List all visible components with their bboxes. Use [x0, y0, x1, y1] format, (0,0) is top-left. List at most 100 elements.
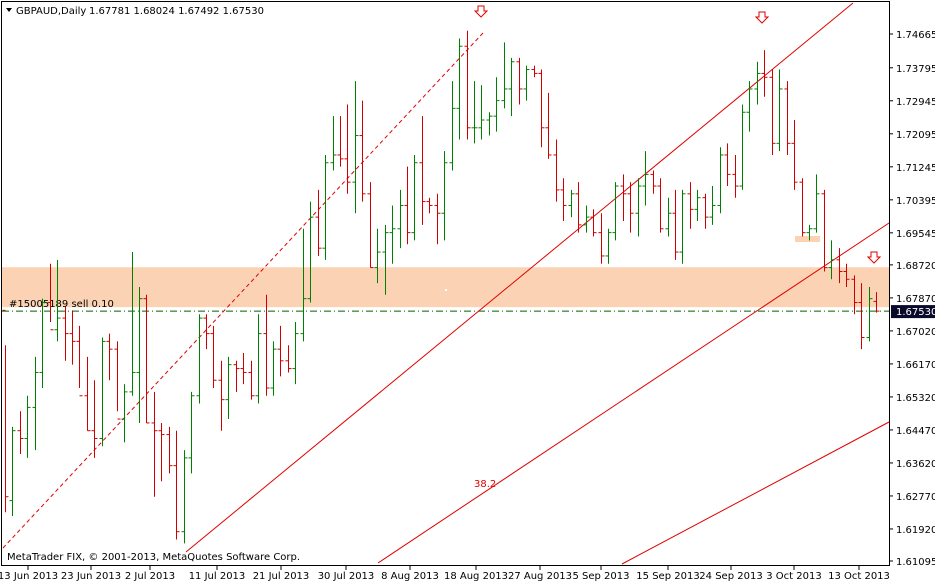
ohlc-bar: [575, 182, 582, 233]
ohlc-bar: [337, 116, 344, 167]
ohlc-bar: [196, 314, 203, 404]
x-tick-label: 13 Jun 2013: [0, 571, 58, 582]
zone-dot: [445, 289, 447, 291]
ohlc-bar: [121, 384, 128, 443]
x-tick-label: 13 Oct 2013: [828, 571, 890, 582]
ohlc-bar: [791, 120, 798, 190]
ohlc-bar: [769, 69, 776, 155]
ohlc-bar: [84, 356, 91, 432]
ohlc-bar: [858, 283, 865, 350]
ohlc-bar: [754, 61, 761, 105]
y-tick-label: 1.62770: [896, 492, 935, 503]
ohlc-bar: [657, 178, 664, 233]
ohlc-bar: [248, 360, 255, 400]
ohlc-bar: [173, 430, 180, 540]
ohlc-bar: [806, 224, 813, 241]
y-tick-label: 1.66170: [896, 360, 935, 371]
ohlc-bar: [531, 65, 538, 78]
ohlc-bar: [724, 143, 731, 187]
chevron-down-icon[interactable]: [6, 8, 12, 12]
ohlc-bar: [389, 205, 396, 264]
ohlc-bar: [866, 287, 873, 342]
y-tick-label: 1.69545: [896, 229, 935, 240]
ohlc-bar: [166, 426, 173, 474]
y-tick-label: 1.72945: [896, 97, 935, 108]
ohlc-bar: [612, 182, 619, 241]
ohlc-bar: [665, 197, 672, 237]
x-tick-label: 11 Jul 2013: [189, 571, 246, 582]
ohlc-bar: [411, 154, 418, 241]
y-tick-label: 1.68720: [896, 261, 935, 272]
supply-demand-zone[interactable]: [2, 267, 889, 308]
ohlc-bar: [501, 42, 508, 109]
ohlc-bar: [627, 182, 634, 233]
ohlc-bar: [277, 325, 284, 377]
ohlc-bar: [568, 189, 575, 218]
current-price-label: 1.67530: [896, 307, 935, 318]
ohlc-bar: [24, 395, 31, 458]
ohlc-bar: [784, 81, 791, 155]
ohlc-bar: [508, 57, 515, 117]
copyright-label: MetaTrader FIX, © 2001-2013, MetaQuotes …: [7, 552, 300, 563]
ohlc-bar: [642, 151, 649, 206]
y-tick-label: 1.61095: [896, 557, 935, 568]
ohlc-bar: [605, 228, 612, 264]
ohlc-bar: [359, 100, 366, 202]
ohlc-bar: [426, 197, 433, 214]
ohlc-bar: [799, 178, 806, 237]
trend-line-upper[interactable]: [185, 2, 854, 553]
trend-lines: [2, 2, 890, 565]
ohlc-bar: [717, 147, 724, 214]
ohlc-bar: [233, 360, 240, 392]
arrow-down-icon[interactable]: [866, 251, 882, 264]
x-tick-label: 8 Aug 2013: [381, 571, 439, 582]
ohlc-bar: [47, 263, 54, 331]
ohlc-bar: [560, 178, 567, 221]
y-tick-label: 1.73795: [896, 64, 935, 75]
y-tick-label: 1.67020: [896, 327, 935, 338]
ohlc-bar: [746, 81, 753, 132]
ohlc-bar: [679, 189, 686, 264]
ohlc-bar: [538, 69, 545, 148]
ohlc-bar: [99, 337, 106, 447]
ohlc-bar: [732, 154, 739, 198]
trend-line-middle[interactable]: [377, 222, 890, 564]
x-tick-label: 21 Jul 2013: [253, 571, 310, 582]
ohlc-bar: [240, 353, 247, 385]
ohlc-bar: [143, 294, 150, 424]
ohlc-bar: [821, 189, 828, 272]
ohlc-bar: [516, 57, 523, 105]
ohlc-bar: [188, 391, 195, 474]
ohlc-bar: [255, 314, 262, 404]
ohlc-bar: [590, 209, 597, 237]
ohlc-bar: [218, 360, 225, 431]
arrow-down-icon[interactable]: [754, 11, 770, 24]
ohlc-bar: [62, 306, 69, 361]
trend-line-lower[interactable]: [621, 421, 890, 565]
ohlc-bar: [456, 38, 463, 140]
ohlc-bar: [382, 224, 389, 295]
ohlc-bar: [687, 182, 694, 229]
ohlc-bar: [702, 193, 709, 229]
x-tick-label: 15 Sep 2013: [636, 571, 699, 582]
ohlc-bar: [76, 325, 83, 397]
ohlc-bar: [523, 65, 530, 101]
price-bars: [2, 30, 880, 544]
ohlc-bar: [151, 391, 158, 497]
x-tick-label: 2 Jul 2013: [125, 571, 175, 582]
time-axis: 13 Jun 2013 23 Jun 2013 2 Jul 2013 11 Jul 2…: [0, 566, 890, 582]
ohlc-bar: [114, 341, 121, 420]
ohlc-bar: [322, 154, 329, 260]
trend-line-dashed[interactable]: [2, 32, 484, 549]
ohlc-bar: [210, 325, 217, 388]
ohlc-bar: [583, 205, 590, 233]
price-axis: 1.74665 1.73795 1.72945 1.72095 1.71245 1.703…: [889, 30, 935, 568]
arrow-down-icon[interactable]: [473, 5, 489, 18]
ohlc-bar: [650, 170, 657, 194]
y-tick-label: 1.71245: [896, 163, 935, 174]
ohlc-bar: [367, 182, 374, 269]
ohlc-bar: [32, 356, 39, 451]
ohlc-bar: [136, 287, 143, 423]
ohlc-bar: [9, 426, 16, 517]
